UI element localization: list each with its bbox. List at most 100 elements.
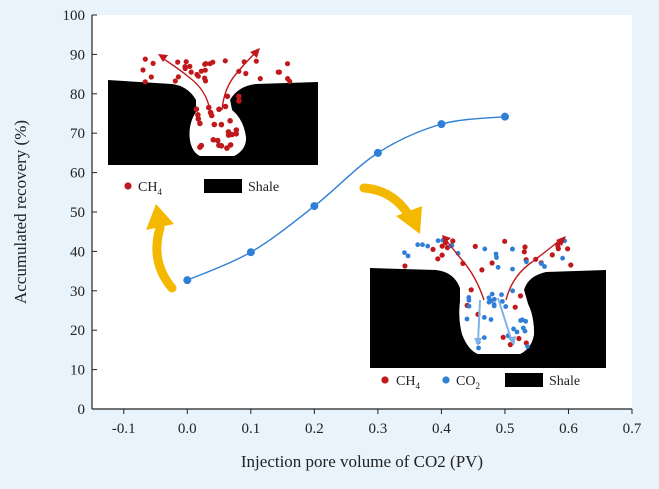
co2-molecule xyxy=(538,261,544,266)
shale-rock xyxy=(370,268,606,368)
ch4-molecule xyxy=(222,58,228,64)
arrow-head-icon xyxy=(556,236,566,246)
co2-molecule xyxy=(489,291,495,297)
curved-arrow-down-icon xyxy=(359,183,413,219)
ch4-molecule xyxy=(565,246,571,252)
ch4-molecule xyxy=(236,93,242,100)
ch4-molecule xyxy=(257,76,263,82)
ch4-molecule xyxy=(275,69,281,75)
x-tick-label: 0.6 xyxy=(559,421,578,437)
ch4-molecule xyxy=(517,293,524,299)
ch4-molecule xyxy=(243,70,249,77)
shale-rock xyxy=(108,80,318,165)
ch4-legend-label: CH4 xyxy=(138,180,162,197)
co2-molecule xyxy=(486,299,492,305)
ch4-molecule xyxy=(402,263,408,269)
y-tick-label: 100 xyxy=(63,8,86,24)
co2-molecule xyxy=(425,243,431,249)
ch4-molecule xyxy=(175,74,181,80)
co2-flow-arrows xyxy=(477,297,513,343)
data-point xyxy=(310,202,319,211)
recovery-curve xyxy=(187,115,506,281)
ch4-molecule xyxy=(500,334,506,340)
ch4-molecule xyxy=(195,112,201,118)
co2-molecule xyxy=(493,251,499,257)
ch4-molecule xyxy=(210,137,217,143)
co2-molecule xyxy=(420,242,425,248)
co2-molecule xyxy=(518,318,523,323)
y-tick-label: 80 xyxy=(70,87,85,103)
co2-molecule xyxy=(525,344,530,349)
co2-molecule xyxy=(524,259,529,265)
co2-molecule xyxy=(415,242,421,248)
ch4-legend-dot xyxy=(381,376,389,384)
ch4-molecule xyxy=(216,142,222,149)
ch4-molecule xyxy=(198,68,204,74)
co2-molecule xyxy=(481,315,487,320)
co2-molecule xyxy=(464,316,470,322)
arrow-head-icon xyxy=(442,235,451,244)
co2-molecule xyxy=(435,238,441,244)
co2-molecule xyxy=(466,297,472,303)
ch4-molecule xyxy=(489,260,495,266)
data-point xyxy=(437,120,446,129)
ch4-molecule xyxy=(214,137,221,144)
ch4-molecule xyxy=(193,106,200,112)
ch4-molecule xyxy=(479,267,485,273)
x-axis-label: Injection pore volume of CO2 (PV) xyxy=(241,452,483,471)
x-tick-label: 0.1 xyxy=(241,421,260,437)
x-tick-label: -0.1 xyxy=(112,421,136,437)
ch4-molecule xyxy=(229,131,235,138)
ch4-molecule xyxy=(195,116,202,122)
co2-molecule xyxy=(500,299,505,304)
co2-molecule xyxy=(560,255,565,261)
inset-co2-pore: CH4 CO2 Shale xyxy=(370,235,606,391)
x-tick-label: 0.0 xyxy=(178,421,197,437)
ch4-molecule xyxy=(142,79,148,85)
ch4-molecule xyxy=(202,67,208,73)
x-tick-label: 0.3 xyxy=(369,421,388,437)
shale-legend-swatch xyxy=(204,179,242,193)
data-points xyxy=(183,112,509,285)
arrow-head-icon xyxy=(146,204,174,230)
co2-molecule xyxy=(503,304,509,309)
ch4-molecule xyxy=(222,103,229,110)
co2-molecule xyxy=(488,317,494,322)
y-tick-label: 20 xyxy=(70,323,85,339)
ch4-molecule xyxy=(285,76,291,82)
ch4-molecule xyxy=(207,61,213,67)
flow-arrows xyxy=(161,51,257,111)
ch4-flow-arrows xyxy=(445,239,561,301)
ch4-molecule xyxy=(227,118,233,124)
arrow-head-icon xyxy=(396,206,422,234)
co2-molecule xyxy=(499,292,504,298)
co2-molecule xyxy=(510,246,515,252)
ch4-molecule xyxy=(211,121,218,128)
ch4-molecule xyxy=(194,71,200,78)
ch4-molecule xyxy=(450,238,456,244)
y-tick-label: 30 xyxy=(70,284,85,300)
ch4-molecule xyxy=(439,243,445,249)
shale-legend-label: Shale xyxy=(549,374,580,389)
co2-molecule xyxy=(494,255,499,260)
co2-molecule xyxy=(542,264,547,269)
ch4-molecule xyxy=(435,256,441,262)
ch4-molecule xyxy=(284,61,291,67)
data-point xyxy=(183,276,192,285)
ch4-molecule xyxy=(216,106,222,113)
data-point xyxy=(246,248,255,257)
pore-space xyxy=(189,92,246,156)
transition-arrows xyxy=(146,183,422,293)
ch4-molecule xyxy=(502,238,508,244)
ch4-molecule xyxy=(150,60,156,66)
ch4-molecule xyxy=(568,262,574,268)
y-tick-label: 40 xyxy=(70,244,85,260)
ch4-molecule xyxy=(512,304,518,310)
co2-molecule xyxy=(510,288,515,294)
co2-molecule xyxy=(476,345,481,351)
ch4-molecule xyxy=(142,56,148,62)
curved-arrow-up-icon xyxy=(152,223,177,293)
co2-molecule xyxy=(495,264,501,270)
